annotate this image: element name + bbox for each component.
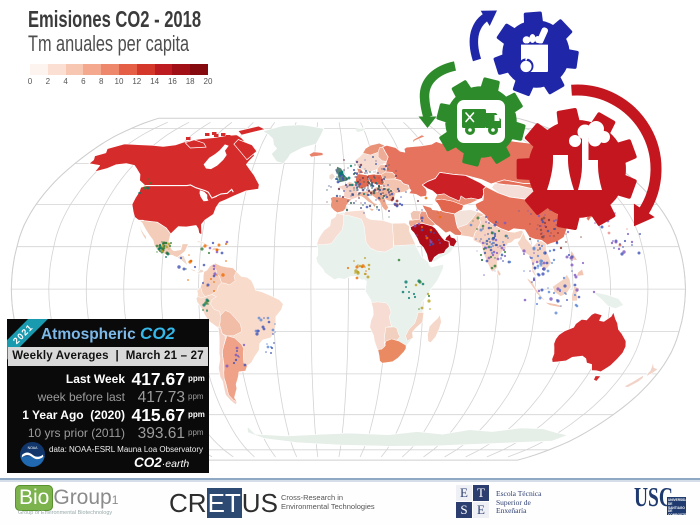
svg-text:NOAA: NOAA <box>28 446 39 450</box>
